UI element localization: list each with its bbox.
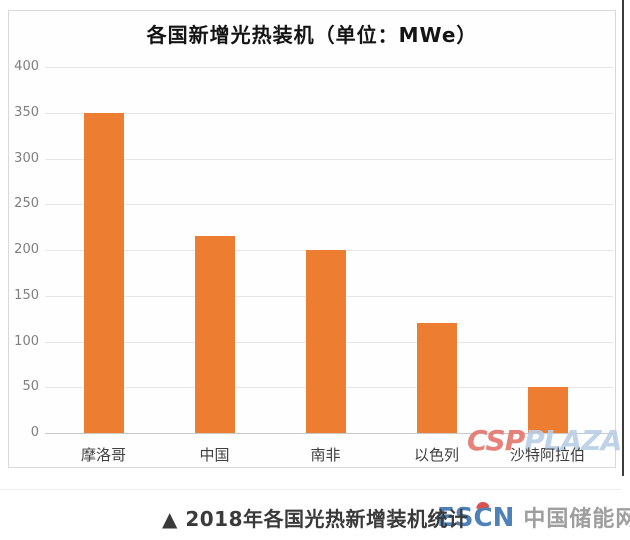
chart-title: 各国新增光热装机（单位：MWe） bbox=[146, 23, 478, 47]
watermark-plaza-text: PLAZA bbox=[524, 424, 622, 457]
bar-摩洛哥 bbox=[83, 112, 124, 433]
window-edge-line bbox=[622, 0, 624, 476]
bar-沙特阿拉伯 bbox=[527, 387, 568, 433]
gridline-300 bbox=[45, 158, 613, 160]
x-axis-category-label-沙特阿拉伯: 沙特阿拉伯 bbox=[509, 446, 585, 464]
y-axis-tick-label-250: 250 bbox=[14, 196, 39, 212]
bar-中国 bbox=[194, 236, 235, 433]
watermark-csp-text: CSP bbox=[467, 424, 525, 457]
gridline-250 bbox=[45, 204, 613, 206]
y-axis-tick-label-50: 50 bbox=[22, 379, 39, 395]
x-axis-category-label-南非: 南非 bbox=[310, 446, 341, 464]
gridline-400 bbox=[45, 67, 613, 68]
x-axis-line bbox=[45, 433, 613, 434]
escn-logo-site-name: 中国储能网 bbox=[523, 507, 630, 532]
x-axis-category-label-以色列: 以色列 bbox=[413, 446, 459, 464]
plot-area: CSPPLAZA 0 50 100 150 200 250 300 350 400 摩洛哥 中国 南非… bbox=[9, 11, 622, 467]
y-axis-tick-label-100: 100 bbox=[14, 333, 39, 349]
escn-logo: ESCN 中国储能网 bbox=[437, 501, 630, 533]
x-axis-category-label-中国: 中国 bbox=[199, 446, 230, 464]
y-axis-tick-label-350: 350 bbox=[14, 104, 39, 120]
bar-南非 bbox=[305, 250, 346, 433]
x-axis-category-label-摩洛哥: 摩洛哥 bbox=[80, 446, 126, 464]
bar-以色列 bbox=[416, 323, 457, 433]
y-axis-tick-label-200: 200 bbox=[14, 242, 39, 257]
y-axis-tick-label-0: 0 bbox=[30, 425, 39, 440]
bottom-divider-line bbox=[0, 489, 622, 490]
gridline-350 bbox=[45, 112, 613, 114]
chart-caption: ▲ 2018年各国光热新增装机统计 bbox=[162, 507, 469, 531]
cspplaza-watermark: CSPPLAZA bbox=[467, 424, 622, 457]
y-axis-tick-label-300: 300 bbox=[14, 150, 39, 166]
y-axis-tick-label-150: 150 bbox=[14, 287, 39, 303]
chart-container: 各国新增光热装机（单位：MWe） CSPPLAZA 0 50 100 150 200 25… bbox=[8, 10, 622, 468]
y-axis-tick-label-400: 400 bbox=[14, 59, 39, 74]
